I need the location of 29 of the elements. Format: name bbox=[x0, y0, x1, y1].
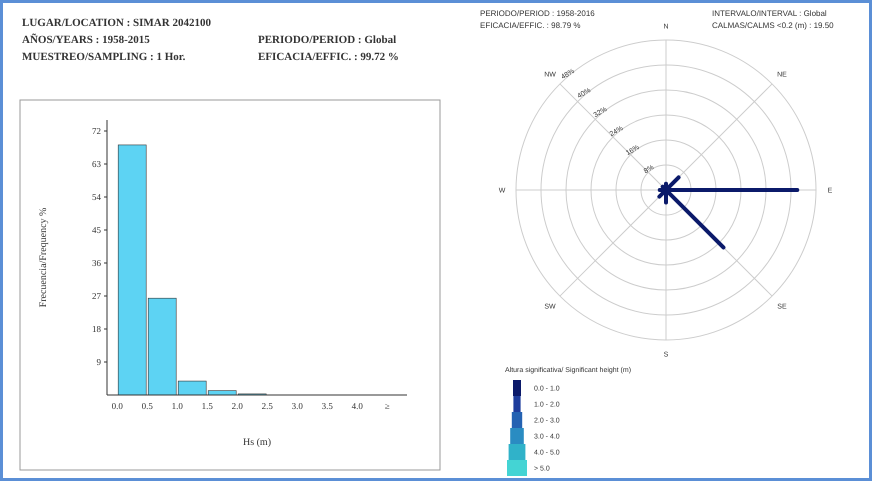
x-tick-label: 3.0 bbox=[292, 401, 304, 411]
y-tick-label: 45 bbox=[92, 225, 102, 236]
text: PERIODO/PERIOD : Global bbox=[258, 34, 396, 46]
y-tick-label: 36 bbox=[92, 258, 102, 268]
y-tick-label: 63 bbox=[92, 159, 102, 170]
y-tick-label: 9 bbox=[96, 357, 102, 368]
x-tick-label: 2.5 bbox=[262, 401, 274, 411]
text: INTERVALO/INTERVAL : Global bbox=[712, 9, 827, 18]
x-tick-label: ≥ bbox=[384, 401, 390, 411]
text: MUESTREO/SAMPLING : 1 Hor. bbox=[22, 51, 186, 63]
text: EFICACIA/EFFIC. : 98.79 % bbox=[480, 21, 580, 30]
y-axis-title: Frecuencia/Frequency % bbox=[38, 208, 49, 308]
text: LUGAR/LOCATION : SIMAR 2042100 bbox=[22, 17, 212, 29]
x-axis-title: Hs (m) bbox=[242, 437, 272, 448]
y-tick-label: 72 bbox=[92, 126, 101, 136]
text: AÑOS/YEARS : 1958-2015 bbox=[22, 33, 150, 46]
x-tick-label: 0.5 bbox=[142, 401, 154, 411]
y-tick-label: 27 bbox=[92, 291, 102, 302]
x-tick-label: 1.0 bbox=[172, 401, 184, 411]
y-tick-label: 18 bbox=[92, 324, 102, 334]
x-tick-label: 0.0 bbox=[112, 401, 124, 411]
x-tick-label: 2.0 bbox=[232, 401, 244, 411]
y-tick-label: 54 bbox=[92, 192, 102, 202]
x-tick-label: 1.5 bbox=[202, 401, 214, 411]
text: PERIODO/PERIOD : 1958-2016 bbox=[480, 9, 596, 18]
x-tick-label: 4.0 bbox=[352, 401, 364, 411]
text: CALMAS/CALMS <0.2 (m) : 19.50 bbox=[712, 21, 834, 30]
text: EFICACIA/EFFIC. : 99.72 % bbox=[258, 51, 399, 63]
x-tick-label: 3.5 bbox=[322, 401, 334, 411]
